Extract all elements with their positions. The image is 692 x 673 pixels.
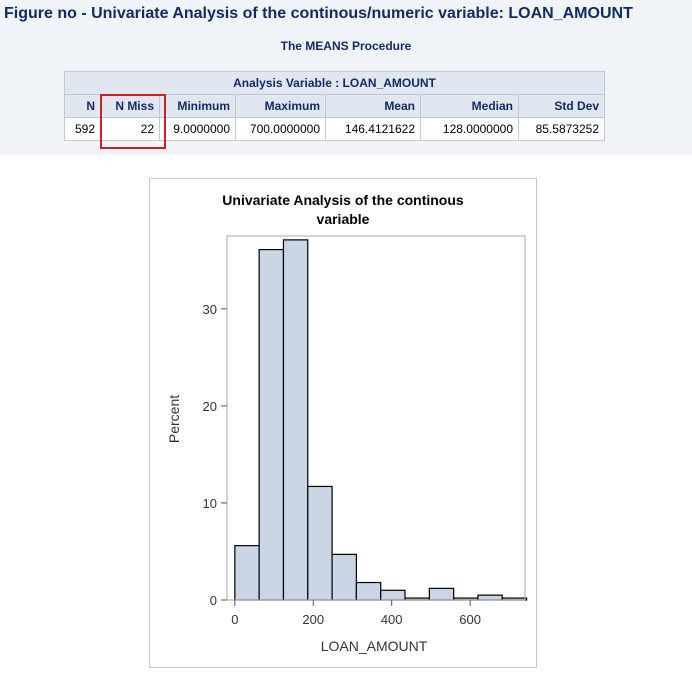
histogram-bar xyxy=(331,553,357,601)
histogram-bar xyxy=(428,587,455,601)
x-tick-label: 0 xyxy=(231,612,238,627)
plot-area: 0 10 20 30 0 200 400 600 xyxy=(203,235,528,627)
header-median: Median xyxy=(420,94,519,118)
y-tick-label: 0 xyxy=(210,593,217,608)
cell-mean: 146.4121622 xyxy=(325,117,421,141)
table-caption: Analysis Variable : LOAN_AMOUNT xyxy=(64,71,605,95)
histogram-bar xyxy=(234,545,260,601)
y-axis-label: Percent xyxy=(166,395,182,443)
y-tick-label: 10 xyxy=(203,496,217,511)
x-tick-label: 600 xyxy=(459,612,481,627)
histogram-bar xyxy=(355,581,382,601)
x-tick-label: 200 xyxy=(302,612,324,627)
header-mean: Mean xyxy=(325,94,421,118)
y-tick-label: 30 xyxy=(203,302,217,317)
histogram-bar xyxy=(282,239,309,601)
chart-title-line-1: Univariate Analysis of the continous xyxy=(222,192,464,208)
cell-n: 592 xyxy=(64,117,101,141)
procedure-title: The MEANS Procedure xyxy=(280,39,412,53)
x-tick-label: 400 xyxy=(381,612,403,627)
plot-frame xyxy=(226,235,526,601)
header-std-dev: Std Dev xyxy=(518,94,605,118)
histogram-bar xyxy=(258,248,285,601)
cell-minimum: 9.0000000 xyxy=(159,117,236,141)
figure-title: Figure no - Univariate Analysis of the c… xyxy=(4,5,633,22)
histogram-bar xyxy=(307,485,333,601)
histogram-bar xyxy=(380,589,406,601)
table-caption-row: Analysis Variable : LOAN_AMOUNT xyxy=(64,71,605,95)
x-axis-label: LOAN_AMOUNT xyxy=(321,638,428,654)
table-row: 592 22 9.0000000 700.0000000 146.4121622… xyxy=(64,117,605,141)
cell-median: 128.0000000 xyxy=(420,117,519,141)
chart-title-line-2: variable xyxy=(317,211,370,227)
n-miss-highlight-box xyxy=(100,94,166,149)
histogram-bar xyxy=(477,594,503,601)
cell-std-dev: 85.5873252 xyxy=(518,117,605,141)
means-output-panel: Figure no - Univariate Analysis of the c… xyxy=(0,0,692,155)
y-tick-label: 20 xyxy=(203,399,217,414)
means-table: Analysis Variable : LOAN_AMOUNT N N Miss… xyxy=(64,71,605,141)
cell-maximum: 700.0000000 xyxy=(235,117,326,141)
